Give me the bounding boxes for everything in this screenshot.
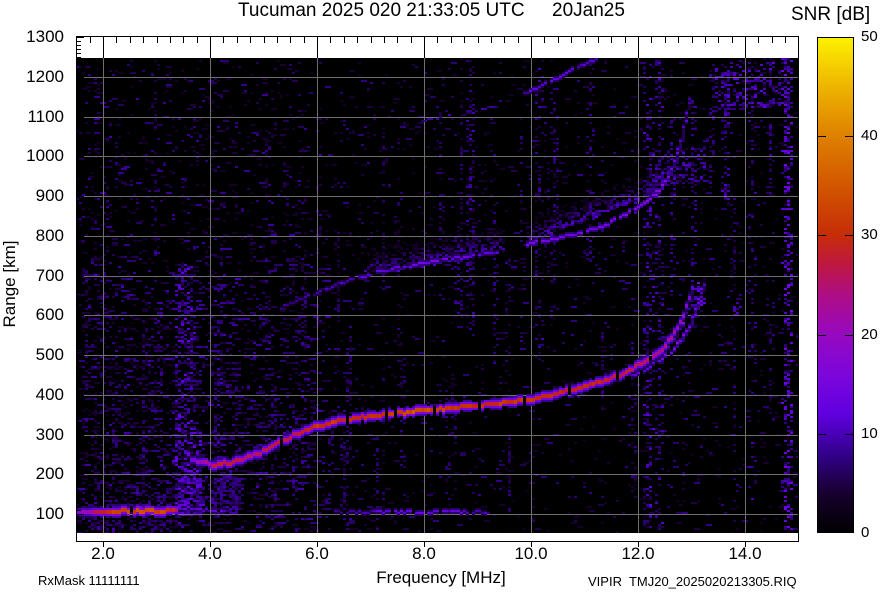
- x-tick-label: 14.0: [728, 544, 762, 563]
- y-tick-label: 1000: [26, 146, 64, 166]
- page-title: Tucuman 2025 020 21:33:05 UTC: [238, 0, 525, 21]
- y-tick-label: 200: [35, 464, 64, 484]
- ionogram-plot: [76, 36, 799, 548]
- rx-mask-label: RxMask 11111111: [38, 573, 140, 588]
- y-tick-label: 1200: [26, 66, 64, 86]
- x-tick-label: 10.0: [514, 544, 548, 563]
- colorbar-tick-label: 30: [861, 226, 878, 244]
- colorbar-tick-label: 50: [861, 28, 878, 45]
- colorbar-title: SNR [dB]: [791, 4, 871, 25]
- colorbar: [817, 37, 854, 534]
- y-tick-label: 500: [35, 345, 64, 364]
- y-tick-label: 800: [35, 225, 64, 245]
- colorbar-tick-label: 40: [861, 127, 878, 145]
- title-date: 20Jan25: [552, 0, 625, 21]
- y-tick-label: 700: [35, 265, 64, 285]
- y-tick-label: 1100: [27, 106, 64, 126]
- colorbar-tick-label: 10: [861, 424, 878, 442]
- colorbar-tick-label: 0: [861, 524, 870, 541]
- x-tick-label: 8.0: [412, 544, 436, 563]
- x-tick-label: 2.0: [91, 544, 115, 563]
- x-tick-label: 6.0: [305, 544, 329, 563]
- y-tick-label: 300: [35, 424, 64, 444]
- x-tick-label: 4.0: [198, 544, 222, 563]
- x-axis-label: Frequency [MHz]: [376, 568, 506, 587]
- data-file-label: VIPIR TMJ20_2025020213305.RIQ: [588, 574, 797, 589]
- y-tick-label: 600: [35, 305, 64, 325]
- x-tick-label: 12.0: [621, 544, 655, 563]
- y-tick-label: 100: [35, 504, 64, 523]
- colorbar-tick-label: 20: [861, 325, 878, 343]
- y-tick-label: 400: [35, 384, 64, 404]
- y-tick-label: 900: [35, 186, 64, 205]
- y-tick-label: 1300: [26, 27, 64, 46]
- y-axis-label: Range [km]: [0, 240, 19, 328]
